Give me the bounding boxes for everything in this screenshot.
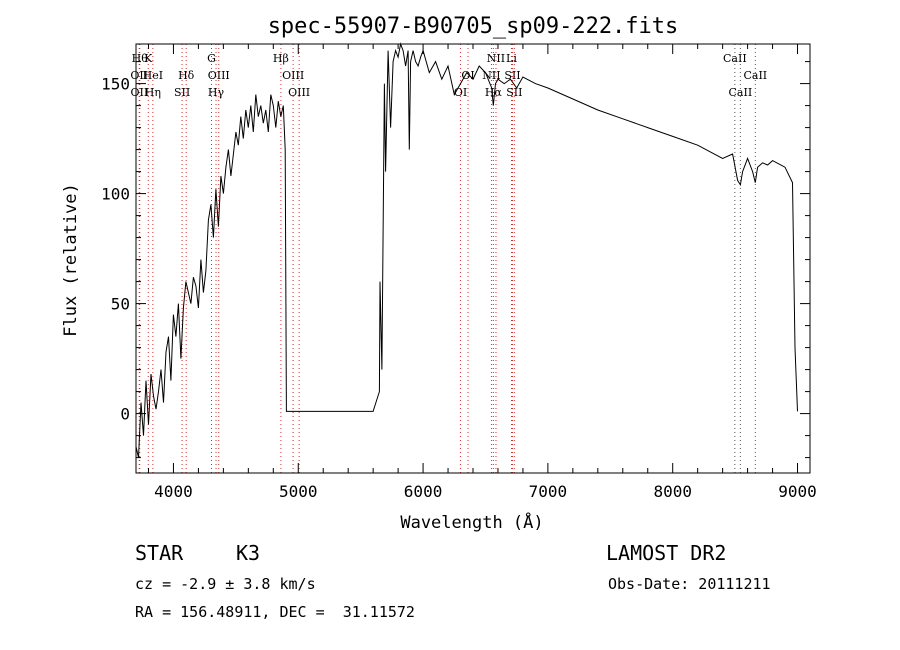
line-label: CaII (743, 69, 767, 82)
y-tick-label: 50 (111, 295, 130, 314)
line-label: OIII (288, 86, 310, 99)
y-axis-ticks: 0 50 100 150 (101, 61, 810, 459)
plot-frame (135, 43, 811, 474)
line-label: K (144, 52, 153, 65)
line-label: Hβ (273, 52, 289, 65)
x-tick-label: 4000 (154, 482, 193, 501)
ra-dec: RA = 156.48911, DEC = 31.11572 (135, 603, 415, 621)
line-label: Hγ (208, 86, 225, 99)
x-tick-label: 6000 (404, 482, 443, 501)
x-axis-ticks: 4000 5000 6000 7000 8000 9000 (147, 44, 817, 501)
line-label: CaII (723, 52, 747, 65)
x-tick-label: 7000 (529, 482, 568, 501)
x-axis-label: Wavelength (Å) (400, 511, 543, 533)
x-tick-label: 9000 (778, 482, 817, 501)
y-tick-label: 0 (120, 405, 130, 424)
survey-name: LAMOST DR2 (606, 541, 727, 565)
y-tick-label: 100 (101, 185, 130, 204)
chart-title: spec-55907-B90705_sp09-222.fits (268, 14, 679, 39)
line-label: G (207, 52, 216, 65)
line-label: NII (487, 52, 505, 65)
spectral-line-markers (138, 44, 756, 473)
object-subclass: K3 (236, 541, 261, 565)
line-label: HeI (143, 69, 163, 82)
x-tick-label: 5000 (279, 482, 318, 501)
line-label: Hη (145, 86, 161, 99)
line-label: OIII (282, 69, 304, 82)
line-label: SII (504, 69, 520, 82)
line-label: OIII (208, 69, 230, 82)
line-label: SII (174, 86, 190, 99)
line-label: CaII (729, 86, 753, 99)
line-label: Hδ (178, 69, 195, 82)
redshift-cz: cz = -2.9 ± 3.8 km/s (135, 575, 316, 593)
line-label: Hα (485, 86, 503, 99)
line-label: SII (506, 86, 522, 99)
y-axis-label: Flux (relative) (61, 183, 81, 337)
line-label: OII (131, 86, 149, 99)
line-label: OII (130, 69, 148, 82)
x-tick-label: 8000 (653, 482, 692, 501)
y-tick-label: 150 (101, 75, 130, 94)
object-type: STAR (135, 541, 184, 565)
line-label: NII (482, 69, 500, 82)
spectrum-line (135, 42, 798, 458)
observation-date: Obs-Date: 20111211 (608, 575, 771, 593)
line-label: OI (461, 69, 474, 82)
line-label: Li (506, 52, 517, 65)
